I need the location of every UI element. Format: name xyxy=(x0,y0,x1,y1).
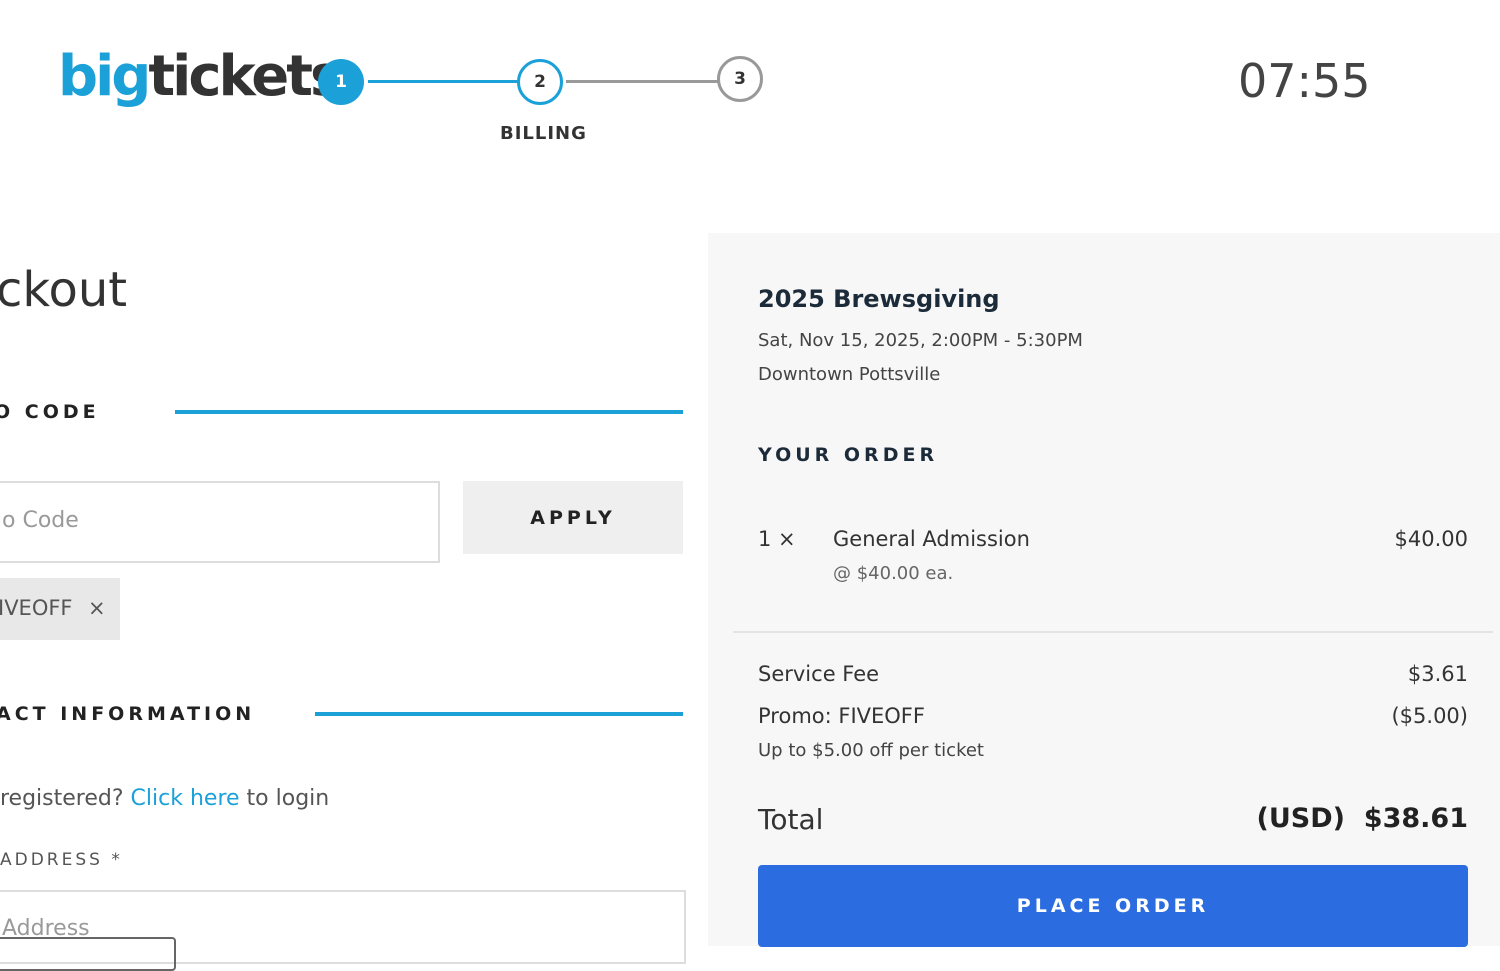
timer: 07:55 xyxy=(1238,54,1371,108)
placeholder: Address xyxy=(2,916,90,941)
item-price: $40.00 xyxy=(1394,527,1468,551)
remove-promo[interactable]: × xyxy=(88,596,106,620)
divider xyxy=(315,712,683,716)
section-heading: O CODE xyxy=(0,401,100,423)
autofill-hint xyxy=(0,937,176,971)
placeholder: o Code xyxy=(2,508,79,533)
logo-big: big xyxy=(58,44,151,109)
section-heading: ACT INFORMATION xyxy=(0,703,256,725)
total-label: Total xyxy=(758,803,824,836)
place-order-button[interactable]: PLACE ORDER xyxy=(758,865,1468,947)
section-heading: YOUR ORDER xyxy=(758,444,939,466)
email-input[interactable]: Address xyxy=(0,890,686,971)
page-title: ckout xyxy=(0,262,128,318)
step-connector xyxy=(566,80,718,83)
event-venue: Downtown Pottsville xyxy=(758,364,941,385)
item-unit-price: @ $40.00 ea. xyxy=(833,563,954,584)
text: registered? xyxy=(0,786,124,811)
text: to login xyxy=(246,786,330,811)
fee-amount: $3.61 xyxy=(1407,662,1468,686)
item-name: General Admission xyxy=(833,527,1030,551)
promo-label: Promo: FIVEOFF xyxy=(758,704,925,728)
login-link[interactable]: Click here xyxy=(130,786,240,811)
event-date: Sat, Nov 15, 2025, 2:00PM - 5:30PM xyxy=(758,330,1083,351)
promo-note: Up to $5.00 off per ticket xyxy=(758,740,984,761)
total-currency: (USD) xyxy=(1256,803,1345,834)
field-label: ADDRESS * xyxy=(0,850,123,870)
total-value: (USD) $38.61 xyxy=(1257,803,1468,834)
step: 2 xyxy=(517,59,563,105)
page: bigtickets 1 2 3 BILLING 07:55 ckout O C… xyxy=(0,44,1500,971)
step: 3 xyxy=(717,56,763,102)
step: 1 xyxy=(318,59,364,105)
total-amount: $38.61 xyxy=(1363,803,1468,834)
apply-button[interactable]: APPLY xyxy=(463,481,683,554)
event-title: 2025 Brewsgiving xyxy=(758,285,1000,313)
logo[interactable]: bigtickets xyxy=(58,44,343,109)
login-prompt: registered? Click here to login xyxy=(0,786,329,811)
step-label: BILLING xyxy=(500,123,587,144)
divider xyxy=(733,631,1493,633)
promo-amount: ($5.00) xyxy=(1391,704,1468,728)
promo-input[interactable]: o Code xyxy=(0,481,440,563)
item-qty: 1 × xyxy=(758,527,796,551)
applied-promo: IVEOFF × xyxy=(0,578,120,640)
promo-code: IVEOFF xyxy=(0,596,73,620)
logo-tickets: tickets xyxy=(148,44,343,109)
step-connector xyxy=(368,80,518,83)
fee-label: Service Fee xyxy=(758,662,880,686)
divider xyxy=(175,410,683,414)
order-summary: 2025 Brewsgiving Sat, Nov 15, 2025, 2:00… xyxy=(708,233,1500,947)
